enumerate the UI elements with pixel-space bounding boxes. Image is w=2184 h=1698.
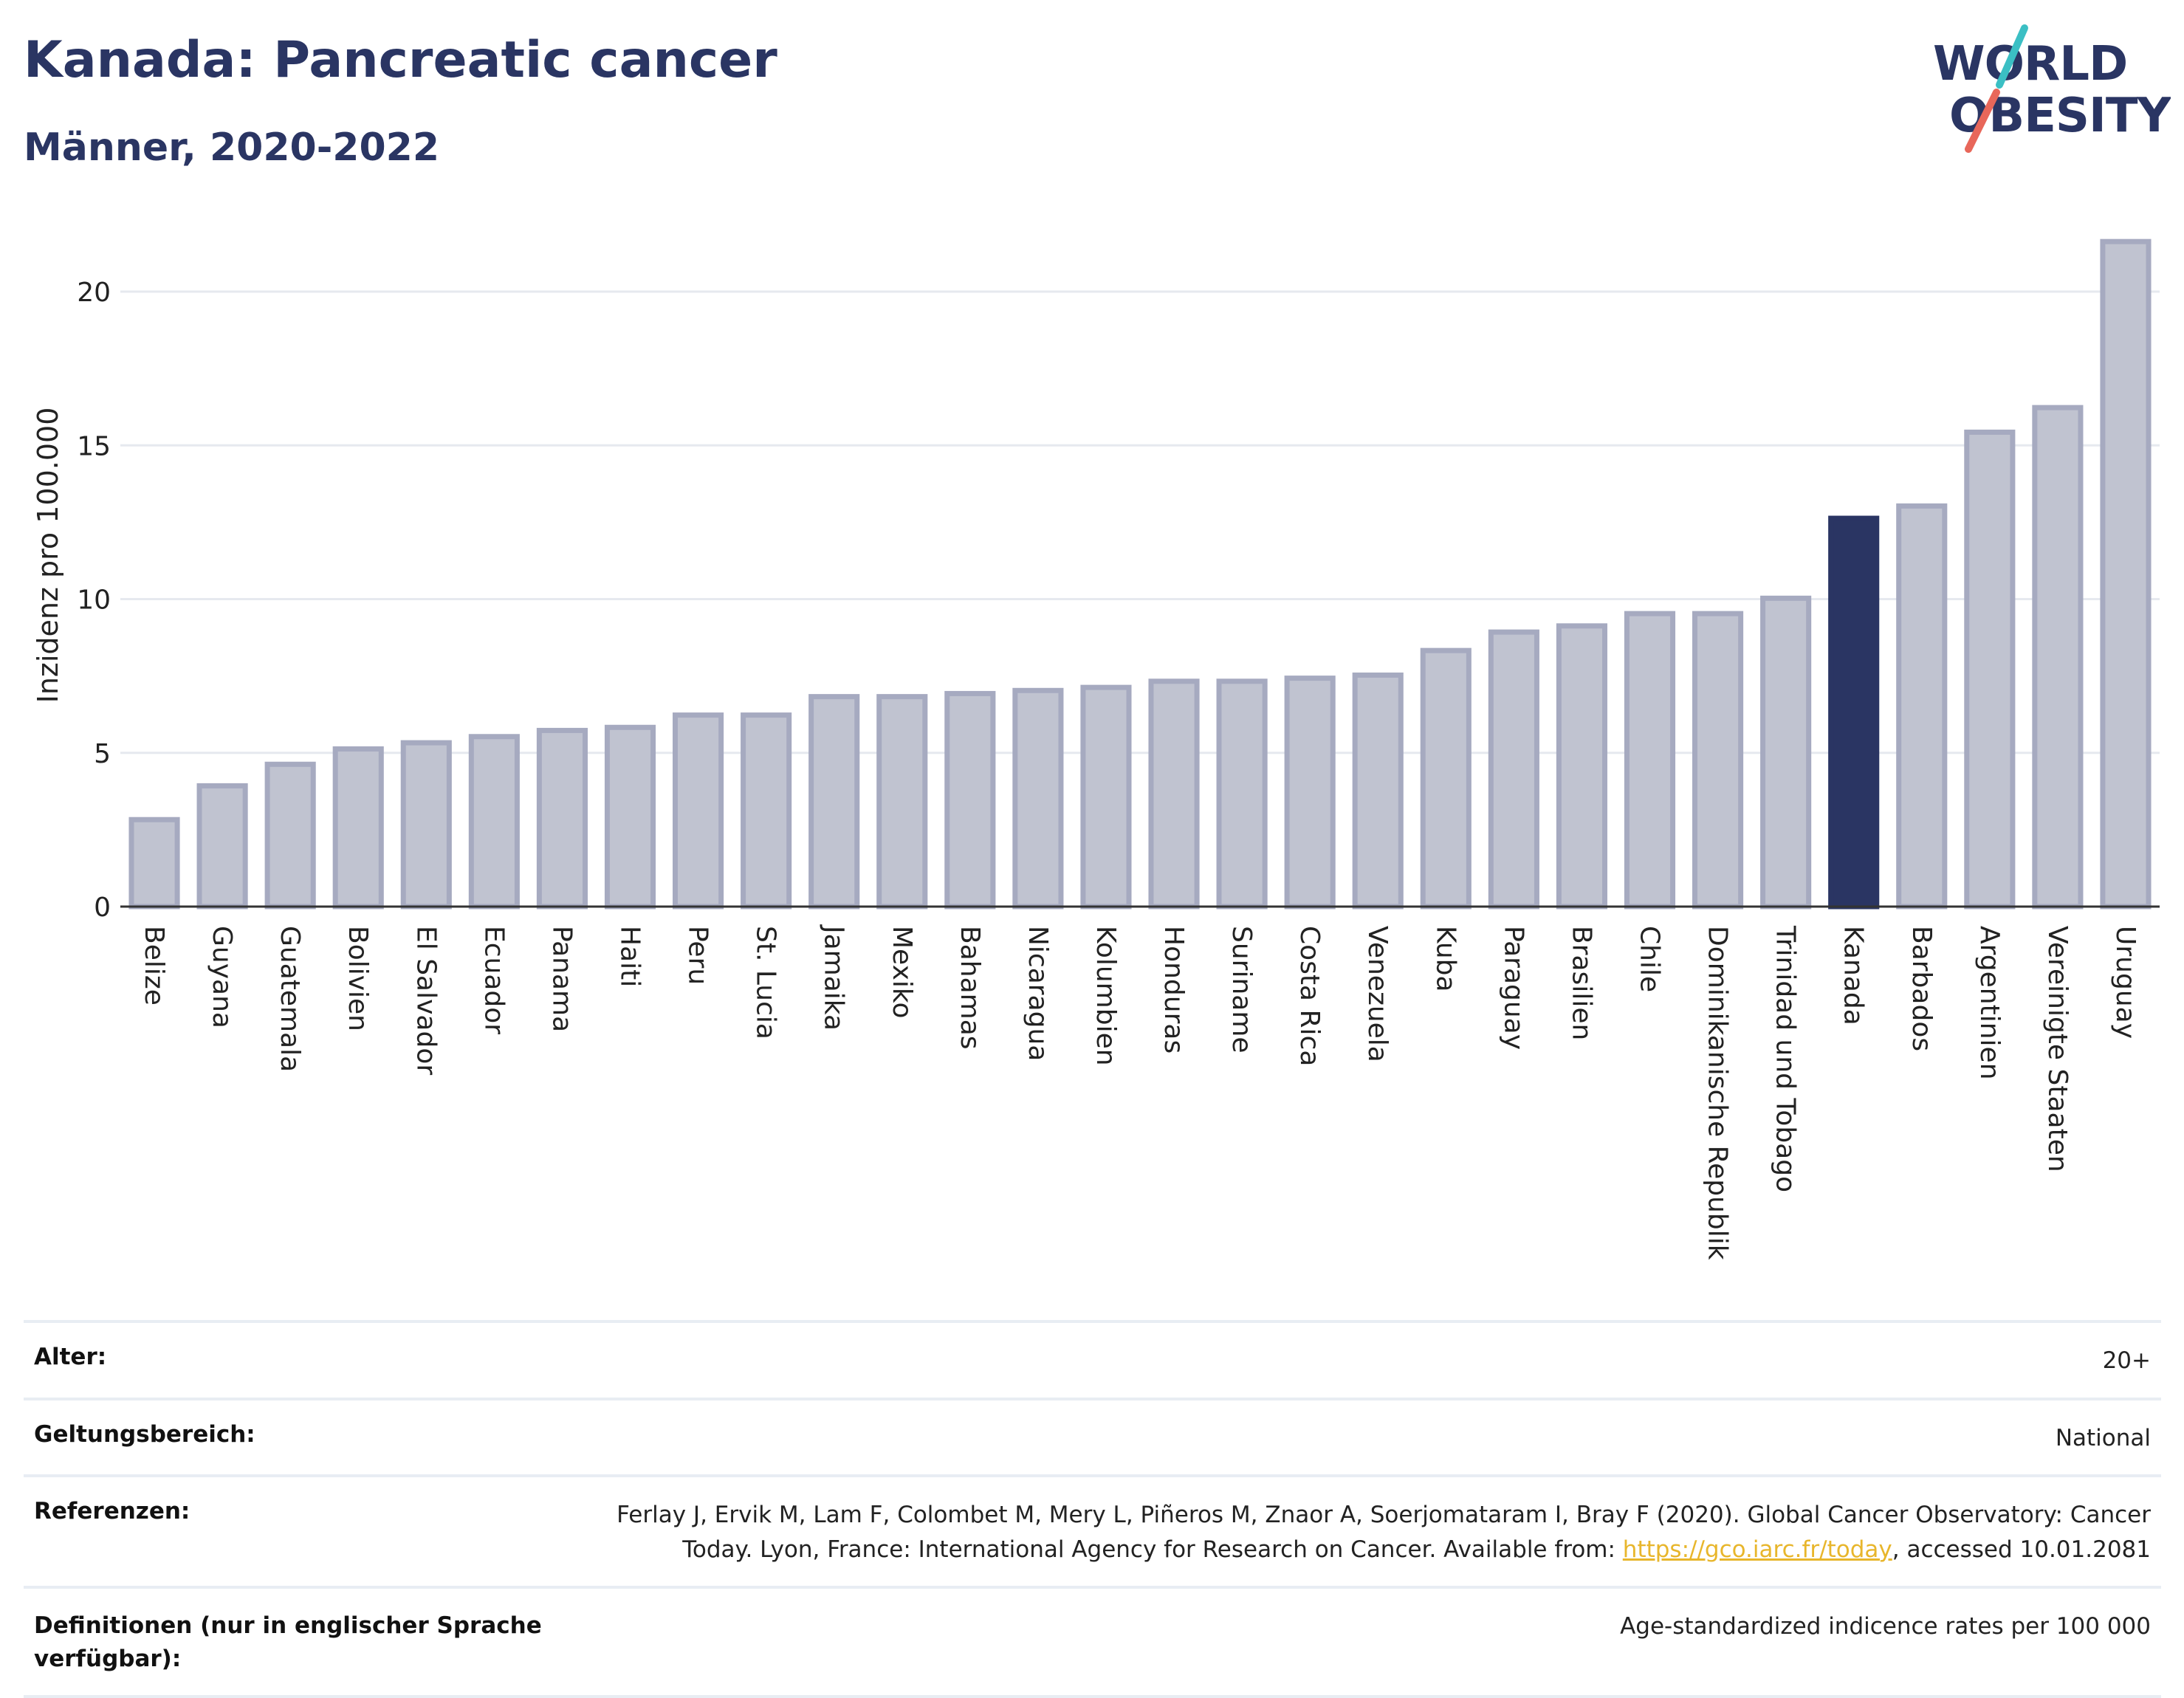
logo-line-1: WORLD: [1933, 37, 2127, 92]
x-tick-label: Ecuador: [478, 926, 509, 1034]
x-tick-label: Costa Rica: [1294, 926, 1325, 1066]
bar-vereinigte-staaten: [2032, 405, 2084, 910]
x-tick-label: Guyana: [207, 926, 237, 1028]
bar-barbados: [1896, 503, 1948, 910]
bar-honduras: [1148, 678, 1200, 910]
age-value: 20+: [2102, 1347, 2151, 1374]
x-tick-label: Belize: [139, 926, 169, 1006]
y-tick-label: 5: [94, 739, 111, 769]
x-tick-label: Jamaika: [819, 924, 849, 1031]
meta-row-references: Referenzen: Ferlay J, Ervik M, Lam F, Co…: [24, 1474, 2161, 1586]
x-tick-label: Venezuela: [1362, 926, 1393, 1062]
definitions-label: Definitionen (nur in englischer Sprache …: [34, 1612, 542, 1672]
logo-slash-bottom: [1965, 89, 2000, 153]
y-tick-label: 15: [77, 431, 111, 461]
logo-slash-top: [1996, 24, 2028, 89]
meta-row-scope: Geltungsbereich: National: [24, 1397, 2161, 1475]
x-tick-label: Bolivien: [343, 926, 373, 1031]
x-tick-label: Suriname: [1226, 926, 1257, 1053]
bar-guatemala: [264, 761, 316, 910]
x-tick-label: Kuba: [1430, 926, 1460, 992]
bar-brasilien: [1556, 623, 1607, 910]
bars: [120, 238, 2160, 910]
bar-jamaika: [808, 694, 860, 910]
bar-peru: [673, 712, 724, 910]
y-tick-labels: 0 5 10 15 20: [77, 278, 111, 923]
x-tick-label: Kolumbien: [1091, 926, 1121, 1066]
x-tick-label: Mexiko: [887, 926, 917, 1018]
bar-argentinien: [1964, 429, 2016, 910]
y-tick-label: 20: [77, 278, 111, 308]
x-tick-label: Paraguay: [1498, 926, 1528, 1050]
y-axis-label: Inzidenz pro 100.000: [32, 408, 64, 704]
bar-guyana: [196, 783, 248, 910]
bar-chile: [1624, 611, 1676, 910]
bar-dominikanische-republik: [1692, 611, 1744, 910]
x-tick-label: El Salvador: [411, 926, 441, 1075]
references-text: Ferlay J, Ervik M, Lam F, Colombet M, Me…: [617, 1502, 2151, 1563]
chart-title: Kanada: Pancreatic cancer: [24, 31, 777, 89]
x-tick-label: Panama: [546, 926, 577, 1032]
meta-row-age: Alter: 20+: [24, 1320, 2161, 1398]
scope-label: Geltungsbereich:: [34, 1420, 255, 1448]
y-tick-label: 0: [94, 893, 111, 923]
bar-trinidad-und-tobago: [1760, 595, 1812, 910]
references-value: Ferlay J, Ervik M, Lam F, Colombet M, Me…: [600, 1498, 2151, 1567]
definitions-value: Age-standardized indicence rates per 100…: [1620, 1613, 2151, 1640]
chart-subtitle: Männer, 2020-2022: [24, 126, 440, 170]
bar-chart: 0 5 10 15 20 Belize Guyana Guatemala Bolivien El…: [32, 238, 2160, 1260]
meta-row-definitions: Definitionen (nur in englischer Sprache …: [24, 1586, 2161, 1698]
x-tick-label: Vereinigte Staaten: [2042, 926, 2073, 1172]
gridlines: [120, 290, 2160, 755]
bar-haiti: [604, 724, 656, 910]
bar-belize: [128, 817, 180, 910]
x-tick-label: Brasilien: [1566, 926, 1596, 1040]
x-tick-label: Barbados: [1906, 926, 1937, 1051]
x-tick-label: Guatemala: [275, 926, 305, 1072]
scope-value: National: [2055, 1424, 2151, 1451]
bar-ecuador: [468, 734, 520, 910]
bar-st-lucia: [741, 712, 792, 910]
references-accessed: , accessed 10.01.2081: [1892, 1536, 2151, 1563]
x-tick-label: Dominikanische Republik: [1703, 926, 1733, 1260]
references-link[interactable]: https://gco.iarc.fr/today: [1622, 1536, 1892, 1563]
bar-suriname: [1216, 678, 1268, 910]
bar-kanada: [1828, 515, 1880, 910]
bar-kolumbien: [1080, 684, 1132, 910]
metadata-table: Alter: 20+ Geltungsbereich: National Ref…: [24, 1320, 2161, 1698]
bar-bolivien: [332, 746, 384, 910]
bar-bahamas: [944, 690, 996, 910]
x-tick-label: Honduras: [1158, 926, 1189, 1053]
references-label: Referenzen:: [34, 1498, 190, 1525]
world-obesity-logo: WORLD OBESITY: [1933, 24, 2171, 153]
x-tick-labels: Belize Guyana Guatemala Bolivien El Salvador…: [139, 924, 2140, 1260]
bar-kuba: [1420, 647, 1472, 910]
x-tick-label: Chile: [1635, 926, 1665, 992]
x-tick-label: Kanada: [1838, 926, 1869, 1025]
bar-uruguay: [2100, 238, 2152, 910]
bar-panama: [536, 727, 588, 910]
age-label: Alter:: [34, 1344, 107, 1370]
x-tick-label: Peru: [683, 926, 713, 985]
x-tick-label: Argentinien: [1974, 926, 2005, 1080]
x-tick-label: Haiti: [615, 926, 645, 987]
bar-mexiko: [876, 694, 928, 910]
x-tick-label: Trinidad und Tobago: [1771, 925, 1801, 1192]
x-tick-label: Bahamas: [955, 926, 985, 1050]
x-tick-label: Nicaragua: [1023, 926, 1053, 1061]
y-tick-label: 10: [77, 585, 111, 616]
bar-el-salvador: [400, 740, 452, 910]
x-tick-label: Uruguay: [2110, 926, 2140, 1039]
bar-venezuela: [1352, 672, 1404, 910]
bar-nicaragua: [1012, 687, 1064, 910]
bar-paraguay: [1488, 629, 1539, 910]
x-tick-label: St. Lucia: [751, 926, 781, 1039]
bar-costa-rica: [1284, 676, 1336, 910]
